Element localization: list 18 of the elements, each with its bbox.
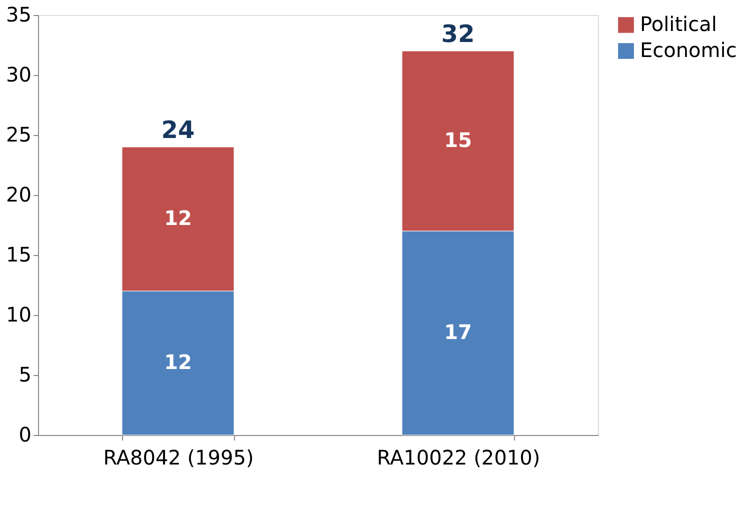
x-tick-label: RA8042 (1995): [103, 446, 254, 470]
data-label: 12: [164, 206, 192, 230]
total-label: 24: [161, 116, 195, 144]
legend-label: Economic: [640, 38, 737, 62]
y-tick-label: 15: [6, 242, 32, 266]
y-tick-label: 10: [6, 302, 32, 326]
y-tick-label: 25: [6, 122, 32, 146]
y-tick-label: 0: [18, 422, 32, 446]
y-tick-label: 30: [6, 62, 32, 86]
x-tick-label: RA10022 (2010): [376, 446, 540, 470]
legend-label: Political: [640, 12, 717, 36]
data-label: 12: [164, 350, 192, 374]
y-tick-label: 20: [6, 182, 32, 206]
y-tick-label: 5: [18, 362, 32, 386]
total-label: 32: [441, 20, 475, 48]
data-label: 15: [444, 128, 472, 152]
y-tick-label: 35: [6, 2, 32, 26]
data-label: 17: [444, 320, 472, 344]
